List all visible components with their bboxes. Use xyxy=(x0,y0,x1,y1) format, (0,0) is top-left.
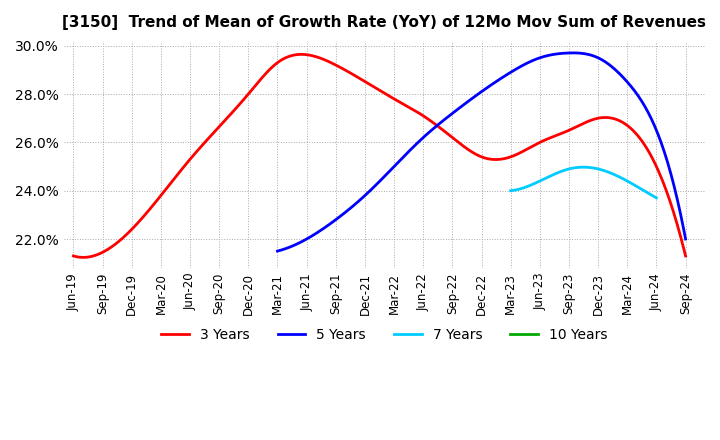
Title: [3150]  Trend of Mean of Growth Rate (YoY) of 12Mo Mov Sum of Revenues: [3150] Trend of Mean of Growth Rate (YoY… xyxy=(63,15,706,30)
Legend: 3 Years, 5 Years, 7 Years, 10 Years: 3 Years, 5 Years, 7 Years, 10 Years xyxy=(156,322,613,347)
